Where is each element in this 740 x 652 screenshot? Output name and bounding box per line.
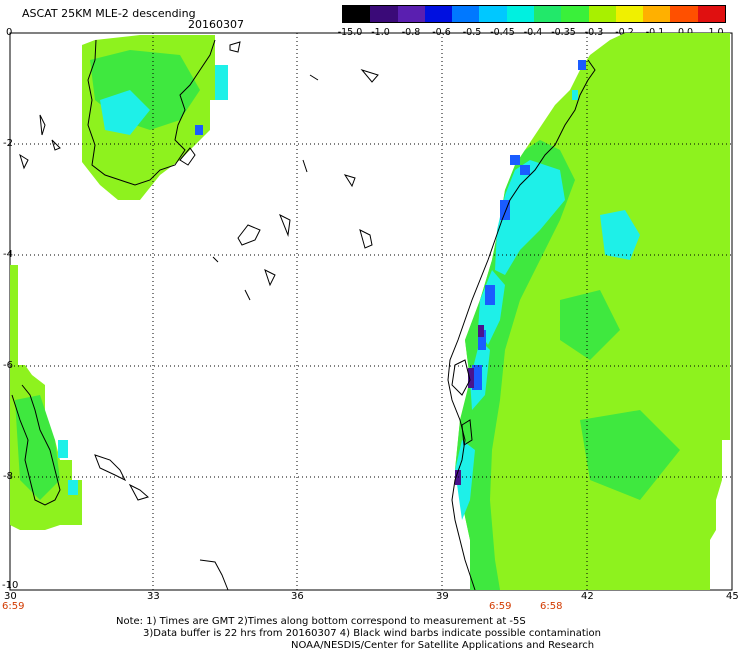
grid-lines — [10, 33, 732, 590]
map-title: ASCAT 25KM MLE-2 descending — [22, 7, 196, 20]
colorbar-segment — [424, 6, 453, 22]
colorbar-segment — [697, 6, 725, 22]
y-tick-3: -6 — [3, 360, 13, 371]
x-tick-1: 33 — [147, 591, 160, 602]
time-label-west: 6:59 — [2, 601, 25, 612]
y-tick-0: 0 — [6, 27, 13, 38]
x-tick-2: 36 — [291, 591, 304, 602]
time-label-east-2: 6:58 — [540, 601, 563, 612]
colorbar-segment — [479, 6, 507, 22]
colorbar-segment — [452, 6, 480, 22]
colorbar-segment — [506, 6, 534, 22]
y-tick-5: -10 — [2, 580, 19, 591]
coastlines — [11, 39, 596, 591]
time-label-east-1: 6:59 — [489, 601, 512, 612]
colorbar-segment — [588, 6, 616, 22]
x-tick-0: 30 — [4, 591, 17, 602]
colorbar — [342, 5, 726, 23]
colorbar-segment — [343, 6, 371, 22]
note-line-3: NOAA/NESDIS/Center for Satellite Applica… — [291, 640, 595, 651]
lake-swath-north — [82, 35, 228, 200]
map-date: 20160307 — [188, 18, 244, 31]
lake-swath-south — [10, 265, 82, 530]
note-line-1: Note: 1) Times are GMT 2)Times along bot… — [116, 616, 526, 627]
x-tick-5: 45 — [726, 591, 739, 602]
colorbar-segment — [397, 6, 425, 22]
y-tick-1: -2 — [3, 138, 13, 149]
note-line-2: 3)Data buffer is 22 hrs from 20160307 4)… — [143, 628, 601, 639]
x-tick-3: 39 — [436, 591, 449, 602]
y-tick-4: -8 — [3, 471, 13, 482]
y-tick-2: -4 — [3, 249, 13, 260]
colorbar-segment — [615, 6, 644, 22]
x-tick-4: 42 — [581, 591, 594, 602]
colorbar-segment — [561, 6, 589, 22]
colorbar-segment — [370, 6, 398, 22]
colorbar-segment — [643, 6, 671, 22]
colorbar-segment — [670, 6, 698, 22]
ocean-swath-east — [455, 33, 730, 590]
colorbar-segment — [533, 6, 562, 22]
